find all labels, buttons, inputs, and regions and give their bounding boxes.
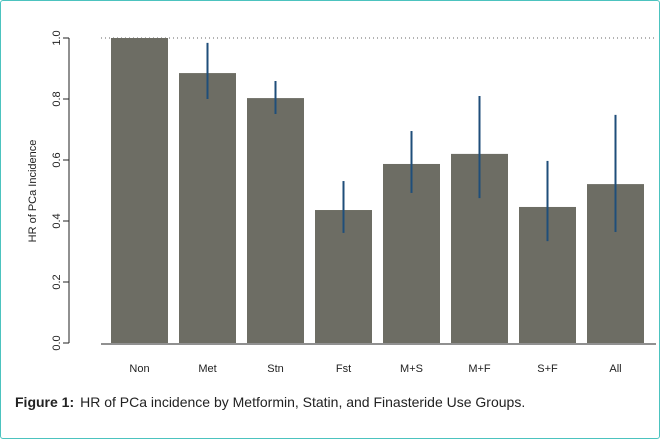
caption: Figure 1: HR of PCa incidence by Metformi… <box>15 391 645 414</box>
x-tick-label: Non <box>129 363 149 375</box>
bar <box>111 38 168 343</box>
caption-text: HR of PCa incidence by Metformin, Statin… <box>80 394 526 410</box>
y-axis-label: HR of PCa Incidence <box>27 140 39 243</box>
y-tick-label: 0.8 <box>51 91 63 106</box>
bar <box>383 163 440 343</box>
bar <box>247 98 304 344</box>
y-tick-label: 1.0 <box>51 30 63 45</box>
x-tick-label: All <box>609 363 621 375</box>
y-tick-label: 0.4 <box>51 213 63 228</box>
y-tick-label: 0.6 <box>51 152 63 167</box>
bar <box>179 73 236 343</box>
y-tick-label: 0.0 <box>51 335 63 350</box>
y-tick-label: 0.2 <box>51 274 63 289</box>
chart: HR of PCa Incidence 0.0 0.2 0.4 0.6 0.8 1.0 No… <box>27 30 656 375</box>
x-tick-label: M+S <box>400 363 423 375</box>
x-tick-label: Met <box>198 363 216 375</box>
x-tick-label: Stn <box>267 363 284 375</box>
caption-label: Figure 1: <box>15 394 75 410</box>
x-tick-label: M+F <box>468 363 491 375</box>
x-tick-label: S+F <box>537 363 558 375</box>
x-tick-label: Fst <box>336 363 351 375</box>
